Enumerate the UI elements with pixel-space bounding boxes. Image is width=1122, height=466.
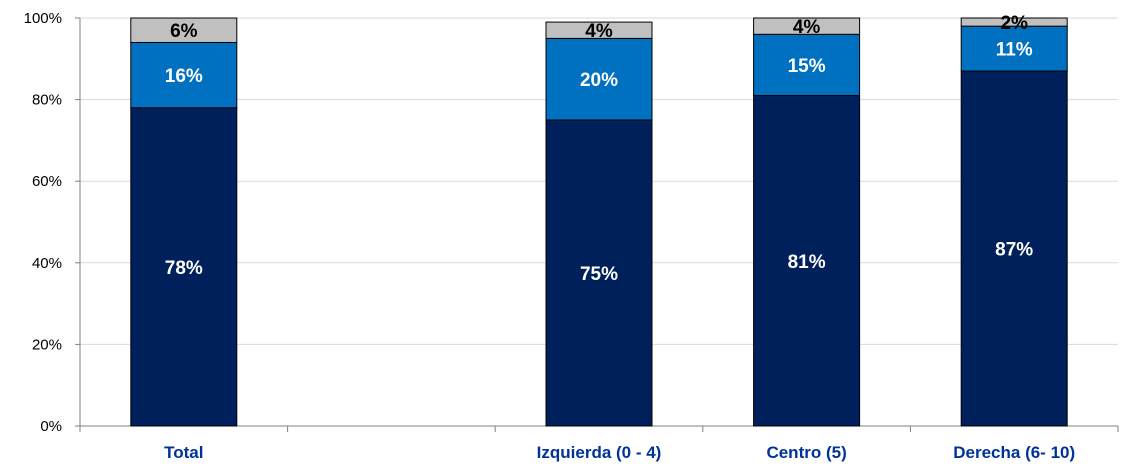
y-tick-label: 60% xyxy=(32,173,62,190)
data-label: 6% xyxy=(170,21,198,42)
x-category-label: Izquierda (0 - 4) xyxy=(537,443,662,462)
bar-segment xyxy=(960,17,1068,27)
data-label: 87% xyxy=(995,240,1033,261)
bar-segment xyxy=(545,21,653,39)
bar-segment xyxy=(545,119,653,427)
y-tick-label: 20% xyxy=(32,336,62,353)
data-label: 4% xyxy=(585,21,613,42)
bar-segment xyxy=(960,25,1068,72)
x-category-label: Centro (5) xyxy=(766,443,846,462)
y-tick-label: 100% xyxy=(24,10,62,27)
x-category-label: Total xyxy=(164,443,203,462)
bar-segment xyxy=(753,17,861,35)
data-label: 11% xyxy=(996,40,1033,61)
bar-segment xyxy=(960,70,1068,427)
bar-segment xyxy=(130,41,238,109)
data-label: 75% xyxy=(580,264,618,285)
bar-segment xyxy=(753,33,861,97)
bar-segment xyxy=(753,95,861,427)
data-label: 16% xyxy=(165,66,203,87)
data-label: 20% xyxy=(580,70,618,91)
data-label: 81% xyxy=(788,252,826,273)
bar-segment xyxy=(545,37,653,121)
x-category-label: Derecha (6- 10) xyxy=(953,443,1075,462)
y-tick-label: 80% xyxy=(32,92,62,109)
data-label: 4% xyxy=(793,17,821,38)
data-label: 15% xyxy=(788,56,826,77)
y-tick-label: 0% xyxy=(40,418,62,435)
bar-segment xyxy=(130,17,238,43)
data-label: 78% xyxy=(165,258,203,279)
y-tick-label: 40% xyxy=(32,255,62,272)
data-label: 2% xyxy=(1000,13,1028,34)
